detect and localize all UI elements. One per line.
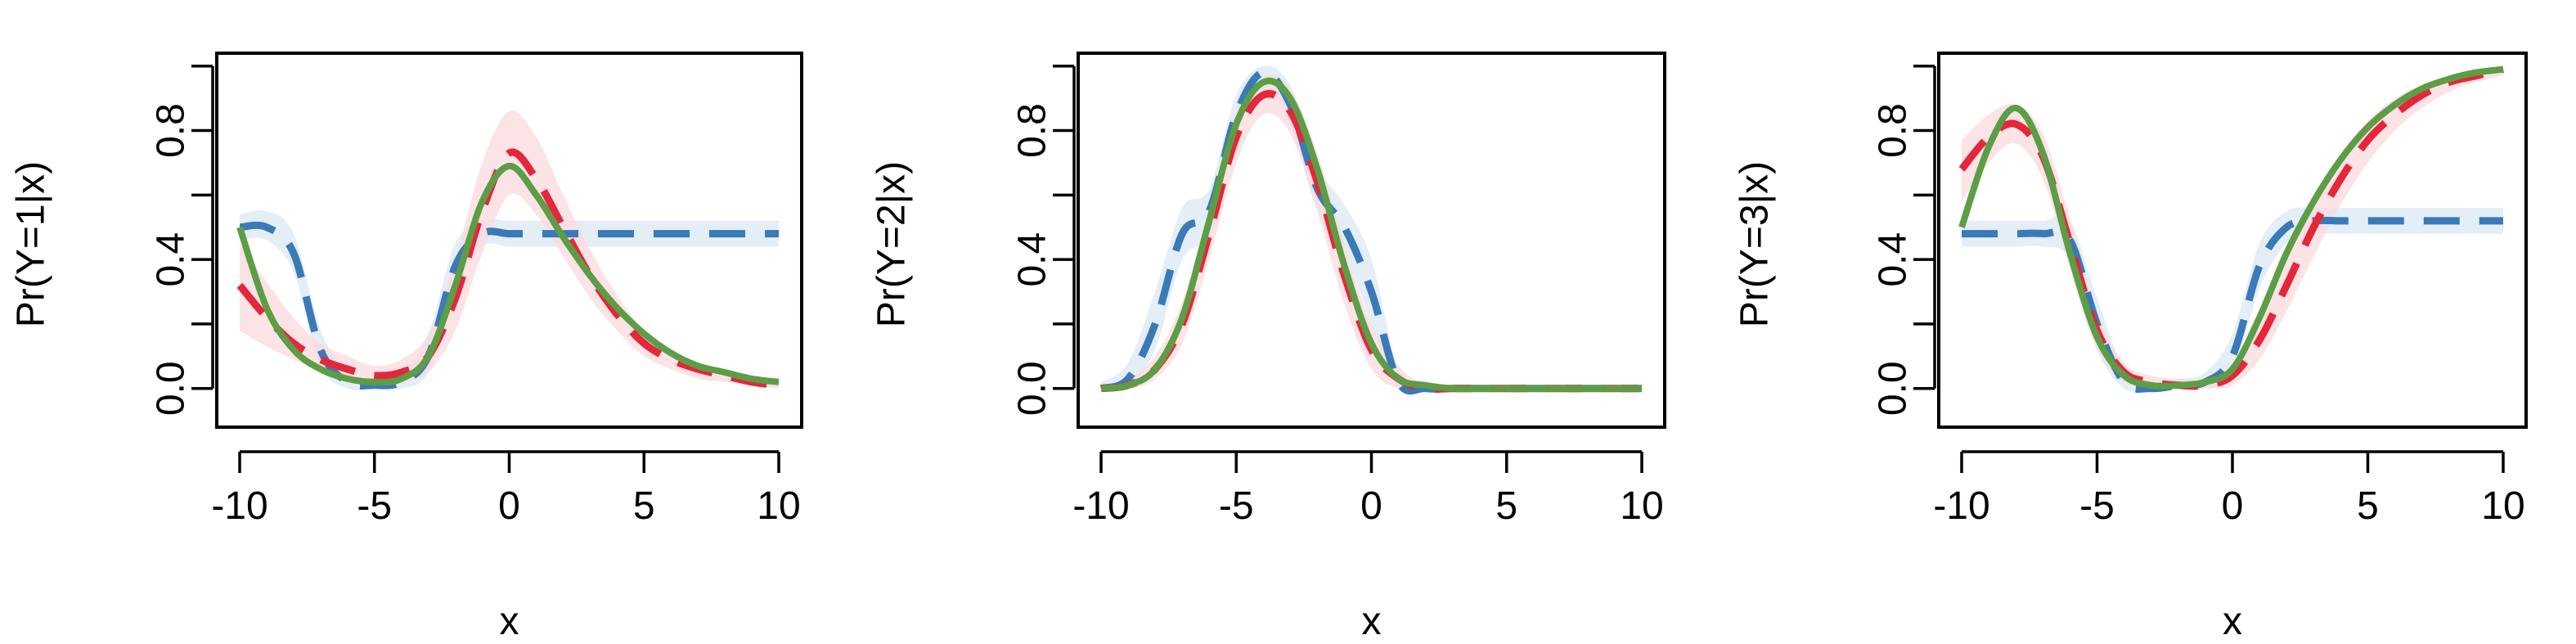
series-line-3: [1958, 65, 2504, 390]
plot-area: [1958, 65, 2505, 393]
y-axis: 0.0 0.4 0.8 Pr(Y=3|x): [1733, 65, 1936, 416]
series-line-2: [236, 148, 780, 390]
series-line-3: [1100, 77, 1642, 393]
x-axis: -10 -5 0 5 10 x: [1072, 450, 1664, 643]
x-tick-label: -5: [1219, 484, 1254, 528]
plot-area: [236, 110, 780, 390]
confidence-band-1: [240, 209, 779, 390]
x-tick-label: -10: [1072, 484, 1129, 528]
x-tick-label: 10: [757, 484, 800, 528]
x-axis: -10 -5 0 5 10 x: [1933, 450, 2525, 643]
chart-panel-1: -10 -5 0 5 10 x 0.0 0.4 0.8 Pr(Y=1|x): [10, 52, 803, 643]
x-tick-label: 5: [2357, 484, 2379, 528]
x-tick-label: 10: [2481, 484, 2524, 528]
confidence-band-2: [1962, 65, 2503, 390]
plot-frame: [1077, 52, 1666, 429]
y-tick-label: 0.0: [150, 361, 193, 416]
y-tick-label: 0.4: [1011, 232, 1054, 287]
series-line-3: [236, 162, 780, 385]
x-axis-label: x: [2223, 600, 2242, 643]
x-tick-label: 0: [1360, 484, 1382, 528]
x-tick-label: 10: [1620, 484, 1663, 528]
y-tick-label: 0.0: [1872, 361, 1915, 416]
x-tick-label: -5: [357, 484, 392, 528]
y-axis: 0.0 0.4 0.8 Pr(Y=2|x): [870, 65, 1076, 416]
plot-frame: [215, 52, 803, 429]
chart-panel-2: -10 -5 0 5 10 x 0.0 0.4 0.8 Pr(Y=2|x): [870, 52, 1666, 643]
x-tick-label: 5: [1495, 484, 1517, 528]
y-tick-label: 0.8: [1011, 103, 1054, 158]
plot-frame: [1937, 52, 2528, 429]
y-tick-label: 0.4: [1872, 232, 1915, 287]
y-axis-label: Pr(Y=1|x): [10, 161, 53, 327]
x-tick-label: 0: [2222, 484, 2244, 528]
y-tick-label: 0.8: [150, 103, 193, 158]
chart-panel-3: -10 -5 0 5 10 x 0.0 0.4 0.8 Pr(Y=3|x): [1733, 52, 2528, 643]
y-axis-label: Pr(Y=3|x): [1733, 161, 1777, 327]
x-tick-label: 0: [498, 484, 520, 528]
x-axis-label: x: [1362, 600, 1382, 643]
series-line-1: [239, 221, 779, 390]
x-tick-label: -5: [2079, 484, 2115, 528]
x-tick-label: 5: [633, 484, 655, 528]
y-axis-label: Pr(Y=2|x): [870, 161, 914, 327]
x-tick-label: -10: [1933, 484, 1989, 528]
x-axis-label: x: [500, 600, 519, 643]
y-tick-label: 0.0: [1011, 361, 1054, 416]
y-tick-label: 0.4: [150, 232, 193, 287]
x-tick-label: -10: [211, 484, 267, 528]
y-tick-label: 0.8: [1872, 103, 1915, 158]
x-axis: -10 -5 0 5 10 x: [211, 450, 801, 643]
confidence-band-2: [1101, 74, 1642, 390]
y-axis: 0.0 0.4 0.8 Pr(Y=1|x): [10, 65, 214, 416]
plot-area: [1099, 65, 1642, 395]
